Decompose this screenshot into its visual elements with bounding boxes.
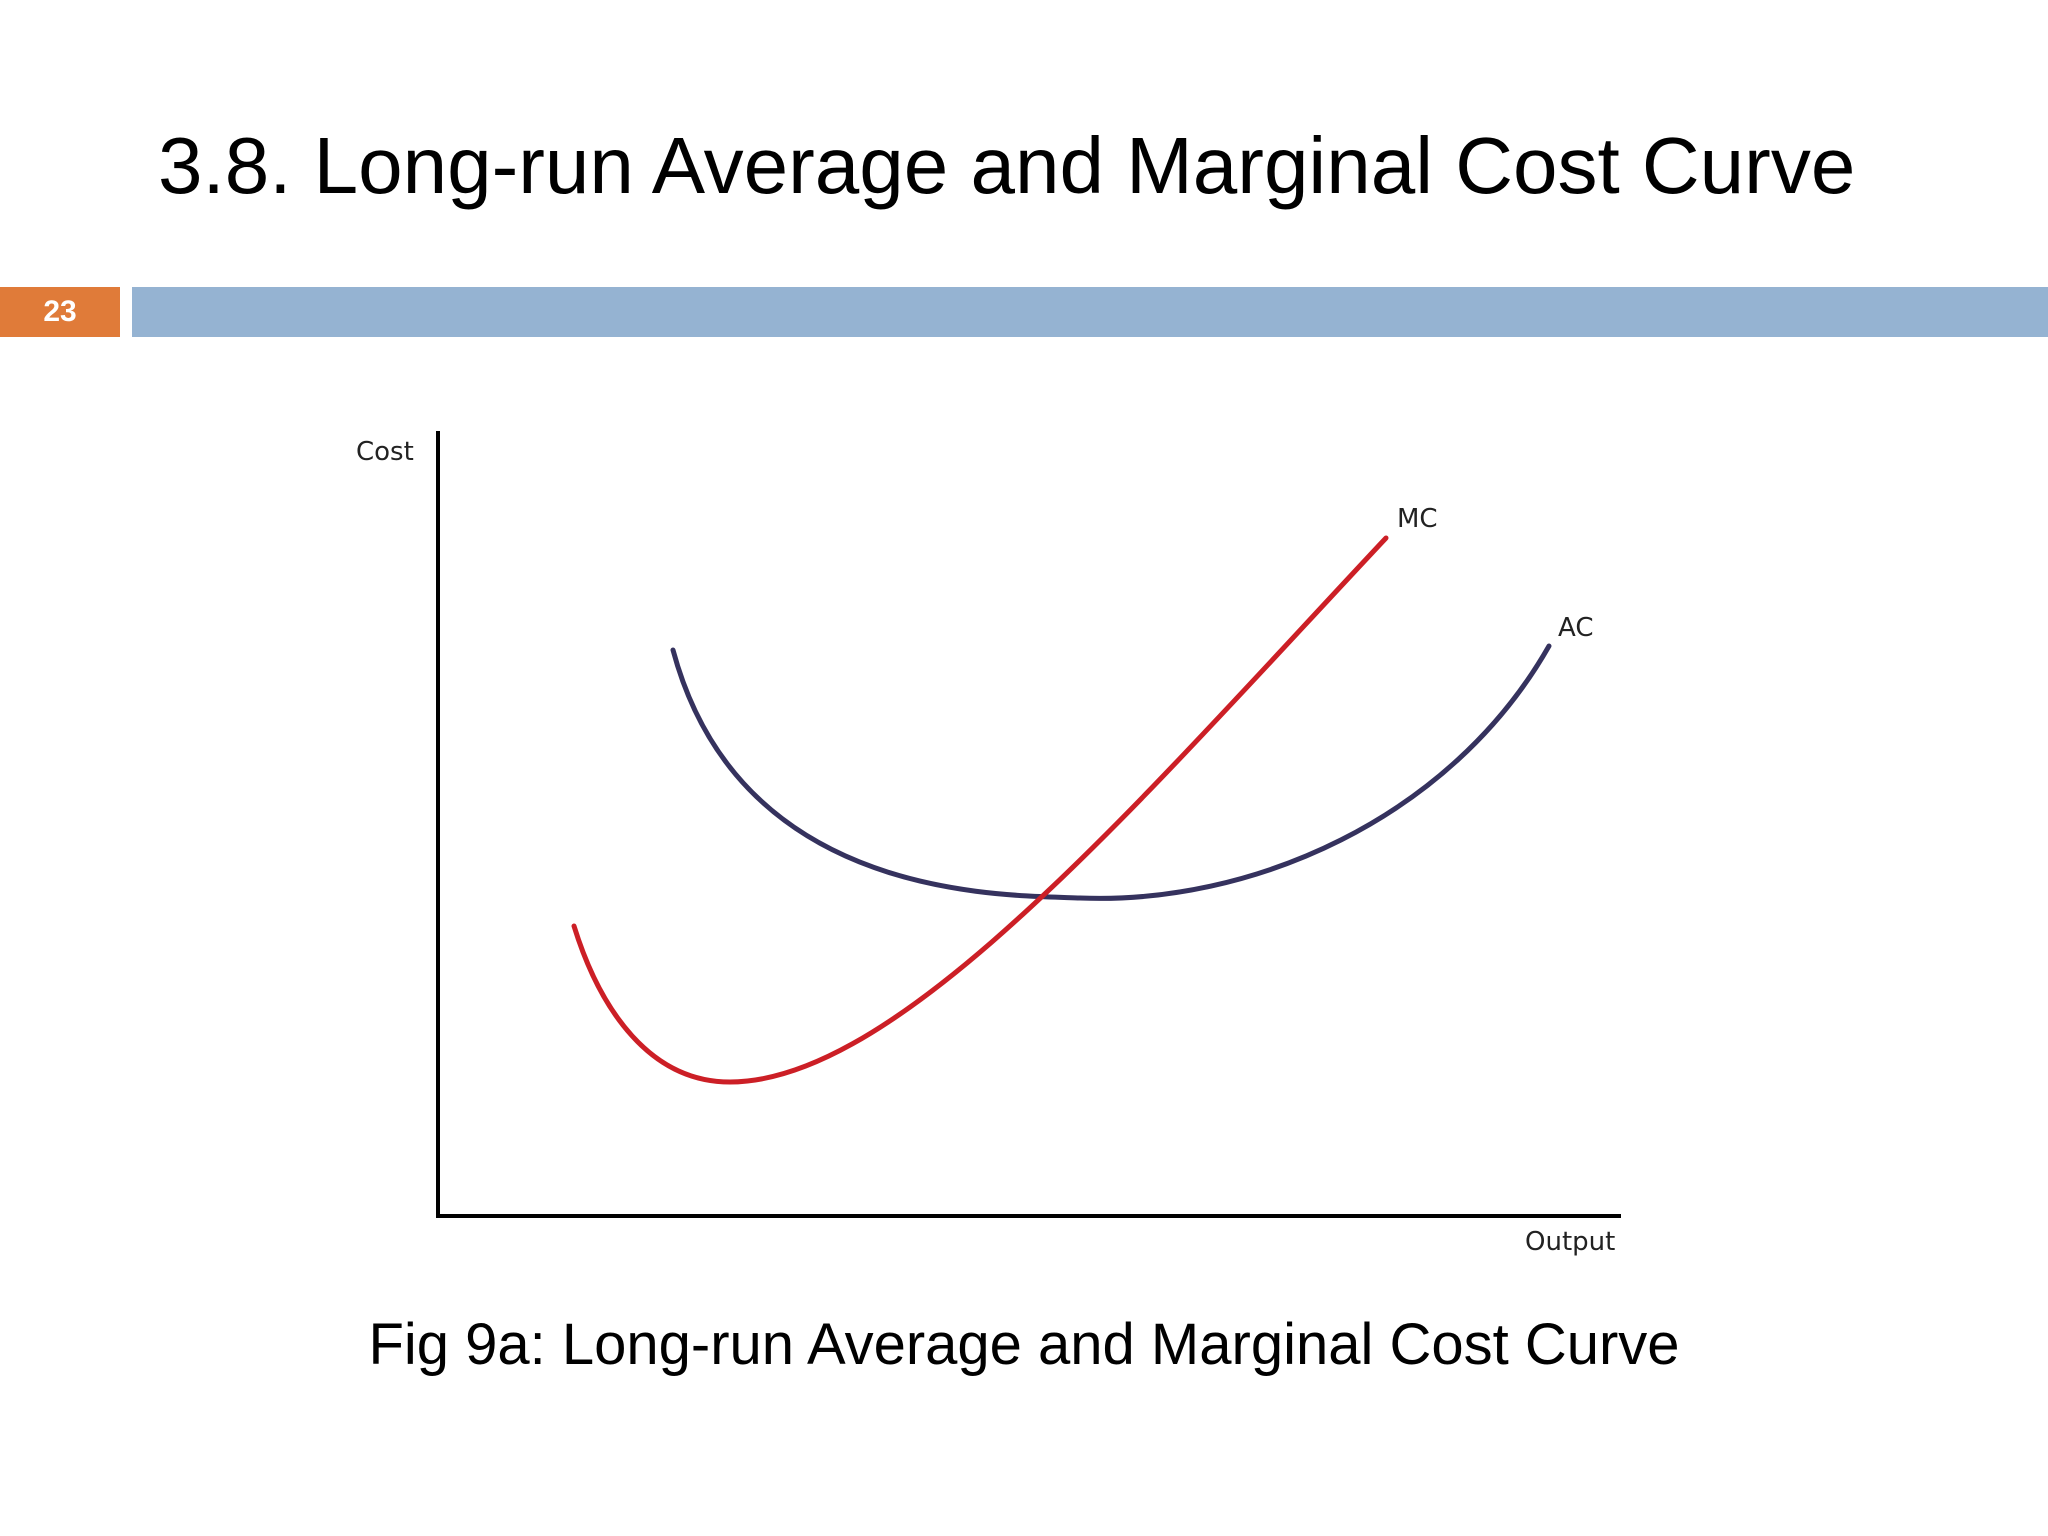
mc-curve xyxy=(571,535,1389,1085)
x-axis-label: Output xyxy=(1525,1227,1615,1257)
mc-series-label: MC xyxy=(1397,504,1438,534)
slide-number: 23 xyxy=(0,287,120,337)
ac-curve xyxy=(670,643,1552,901)
figure-caption: Fig 9a: Long-run Average and Marginal Co… xyxy=(368,1312,1680,1377)
ac-series-label: AC xyxy=(1558,613,1593,643)
slide-title: 3.8. Long-run Average and Marginal Cost … xyxy=(158,121,1856,210)
y-axis-label: Cost xyxy=(356,437,414,467)
header-bar xyxy=(132,287,2048,337)
